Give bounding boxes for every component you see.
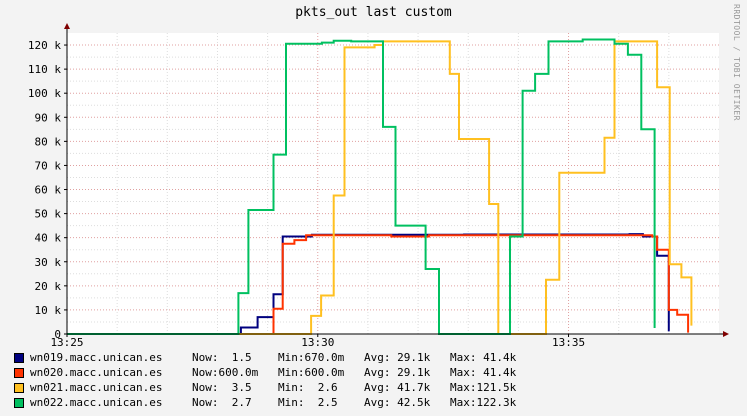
legend-now-value: Now: 3.5 <box>192 381 252 394</box>
series-line-wn022.macc.unican.es <box>67 38 656 335</box>
y-tick-label: 20 k <box>35 280 62 293</box>
y-tick-label: 80 k <box>35 135 62 148</box>
series-line-wn021.macc.unican.es <box>67 40 693 335</box>
grid-layer <box>67 33 719 334</box>
legend-series-name: wn021.macc.unican.es <box>30 381 163 394</box>
x-axis-arrow <box>723 331 729 337</box>
x-tick-label: 13:25 <box>50 336 83 349</box>
plot-background <box>67 33 719 334</box>
rrdtool-watermark: RRDTOOL / TOBI OETIKER <box>732 4 741 121</box>
y-tick-label: 50 k <box>35 208 62 221</box>
legend-series-name: wn019.macc.unican.es <box>30 351 163 364</box>
y-tick-label: 10 k <box>35 304 62 317</box>
y-tick-label: 30 k <box>35 256 62 269</box>
legend-swatch <box>14 382 24 393</box>
legend-avg-value: Avg: 41.7k <box>364 381 431 394</box>
legend-entry: wn021.macc.unican.es Now: 3.5 Min: 2.6 Avg:… <box>14 380 516 395</box>
series-layer <box>67 38 693 335</box>
legend-max-value: Max:121.5k <box>450 381 517 394</box>
legend-min-value: Min:670.0m <box>278 351 345 364</box>
y-tick-label: 60 k <box>35 184 62 197</box>
legend-max-value: Max: 41.4k <box>450 351 517 364</box>
legend-swatch <box>14 397 24 408</box>
legend-avg-value: Avg: 42.5k <box>364 396 431 409</box>
y-tick-label: 100 k <box>28 87 61 100</box>
legend-now-value: Now:600.0m <box>192 366 259 379</box>
legend-entry: wn022.macc.unican.es Now: 2.7 Min: 2.5 Avg:… <box>14 395 516 410</box>
y-tick-label: 0 <box>54 328 61 341</box>
legend-now-value: Now: 1.5 <box>192 351 252 364</box>
legend-avg-value: Avg: 29.1k <box>364 351 431 364</box>
legend-entry: wn020.macc.unican.es Now:600.0m Min:600.0m… <box>14 365 516 380</box>
series-line-wn020.macc.unican.es <box>67 234 690 335</box>
x-tick-label: 13:30 <box>301 336 334 349</box>
axis-layer: 0 10 k 20 k 30 k 40 k 50 k 60 k 70 k 80 k 90 k 100… <box>28 23 729 349</box>
chart-title: pkts_out last custom <box>295 5 452 20</box>
legend-swatch <box>14 352 24 363</box>
legend-min-value: Min: 2.5 <box>278 396 338 409</box>
legend: wn019.macc.unican.es Now: 1.5 Min:670.0m Av… <box>14 350 516 410</box>
y-tick-label: 110 k <box>28 63 61 76</box>
legend-series-name: wn022.macc.unican.es <box>30 396 163 409</box>
legend-avg-value: Avg: 29.1k <box>364 366 431 379</box>
legend-min-value: Min:600.0m <box>278 366 345 379</box>
legend-min-value: Min: 2.6 <box>278 381 338 394</box>
legend-entry: wn019.macc.unican.es Now: 1.5 Min:670.0m Av… <box>14 350 516 365</box>
y-tick-label: 70 k <box>35 159 62 172</box>
y-tick-label: 40 k <box>35 232 62 245</box>
y-tick-label: 90 k <box>35 111 62 124</box>
x-tick-label: 13:35 <box>552 336 585 349</box>
y-axis-arrow <box>64 23 70 29</box>
legend-now-value: Now: 2.7 <box>192 396 252 409</box>
legend-max-value: Max:122.3k <box>450 396 517 409</box>
legend-max-value: Max: 41.4k <box>450 366 517 379</box>
legend-swatch <box>14 367 24 378</box>
legend-series-name: wn020.macc.unican.es <box>30 366 163 379</box>
y-tick-label: 120 k <box>28 39 61 52</box>
